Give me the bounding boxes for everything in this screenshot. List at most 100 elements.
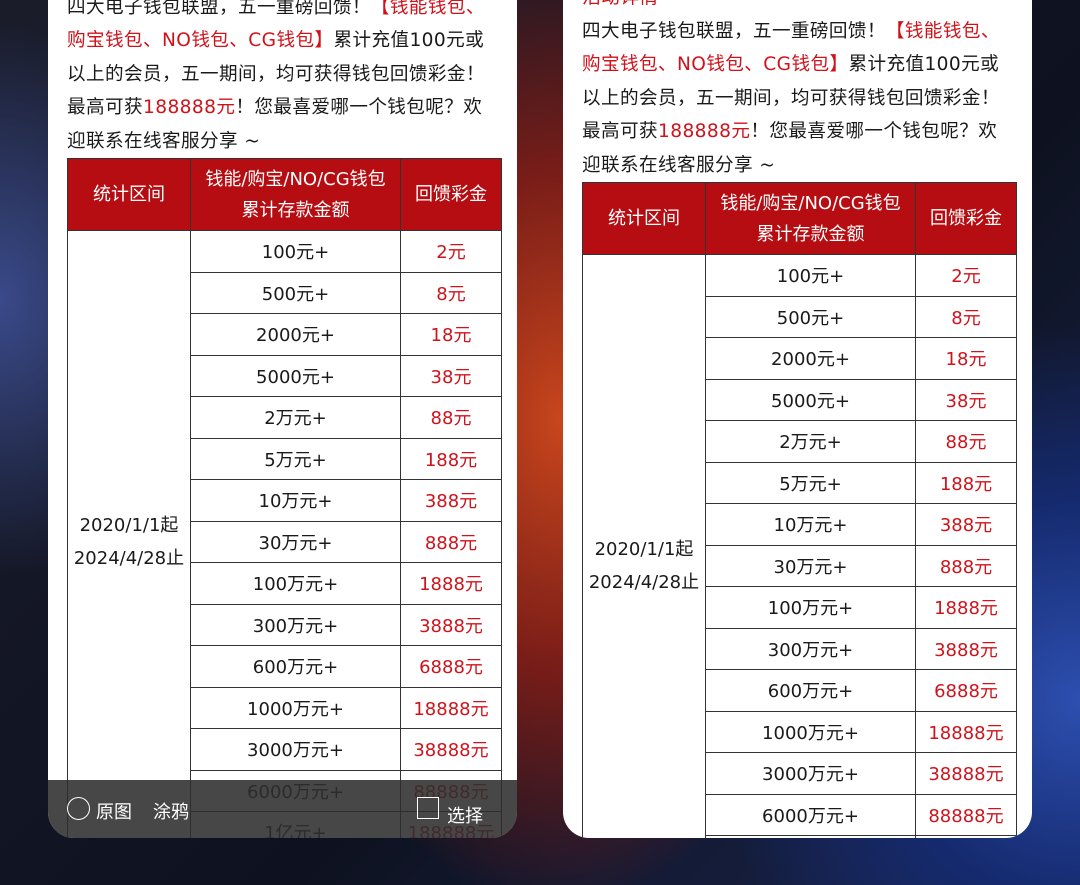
deposit-cell: 5000元+ <box>190 354 401 397</box>
table-row: 300万元+ 3888元 <box>583 627 1017 670</box>
intro-segment: 【钱能钱包、购宝钱包、NO钱包、CG钱包】 <box>582 20 1000 76</box>
table-row: 10万元+ 388元 <box>583 503 1017 546</box>
deposit-cell: 3000万元+ <box>190 728 401 771</box>
period-line: 2020/1/1起 <box>79 514 179 536</box>
period-line: 2024/4/28止 <box>588 571 700 593</box>
section-title: 活动详情 <box>582 0 1015 15</box>
deposit-cell: 5万元+ <box>705 461 916 504</box>
bonus-cell: 888元 <box>915 544 1017 587</box>
select-button[interactable]: 选择 <box>447 806 483 827</box>
deposit-cell: 100元+ <box>705 254 916 297</box>
table-row: 5000元+ 38元 <box>68 354 502 397</box>
bonus-cell: 8元 <box>400 271 502 314</box>
header-cell: 回馈彩金 <box>915 182 1017 255</box>
period-line: 2020/1/1起 <box>594 538 694 560</box>
period-line: 2024/4/28止 <box>73 547 185 569</box>
table-row: 500元+ 8元 <box>583 295 1017 338</box>
bonus-cell: 3888元 <box>915 627 1017 670</box>
table-row: 300万元+ 3888元 <box>68 603 502 646</box>
header-cell: 钱能/购宝/NO/CG钱包 累计存款金额 <box>190 158 401 231</box>
bonus-cell: 18元 <box>400 313 502 356</box>
table-row: 1亿元+188888元 <box>583 835 1017 838</box>
intro-segment: 四大电子钱包联盟，五一重磅回馈！ <box>582 20 886 42</box>
deposit-cell: 100万元+ <box>705 586 916 629</box>
intro-text: 四大电子钱包联盟，五一重磅回馈！【钱能钱包、购宝钱包、NO钱包、CG钱包】累计充… <box>582 15 1015 183</box>
bonus-cell: 188888元 <box>915 835 1017 838</box>
radio[interactable] <box>67 797 90 820</box>
bonus-cell: 8元 <box>915 295 1017 338</box>
table-row: 5万元+ 188元 <box>68 437 502 480</box>
table-row: 10万元+ 388元 <box>68 479 502 522</box>
image-card[interactable]: 活动详情四大电子钱包联盟，五一重磅回馈！【钱能钱包、购宝钱包、NO钱包、CG钱包… <box>563 0 1032 838</box>
header-cell: 统计区间 <box>67 158 191 231</box>
deposit-cell: 3000万元+ <box>705 752 916 795</box>
table-row: 1000万元+ 18888元 <box>583 710 1017 753</box>
deposit-cell: 2万元+ <box>705 420 916 463</box>
intro-segment: 累计充值100元或以上的会员，五一期间，均可获得钱包回馈彩金！最高可获 <box>67 30 485 118</box>
intro-text: 四大电子钱包联盟，五一重磅回馈！【钱能钱包、购宝钱包、NO钱包、CG钱包】累计充… <box>67 0 500 158</box>
deposit-cell: 1亿元+ <box>705 835 916 838</box>
period-cell: 2020/1/1起 2024/4/28止 <box>67 230 191 838</box>
bonus-cell: 38元 <box>915 378 1017 421</box>
original-button[interactable]: 原图 <box>96 802 132 823</box>
deposit-cell: 1000万元+ <box>705 710 916 753</box>
reward-table: 统计区间 钱能/购宝/NO/CG钱包 累计存款金额 回馈彩金 2020/1/1起 2024… <box>582 182 1017 838</box>
header-row: 统计区间 钱能/购宝/NO/CG钱包 累计存款金额 回馈彩金 <box>67 158 502 231</box>
bonus-cell: 88元 <box>400 396 502 439</box>
bonus-cell: 88元 <box>915 420 1017 463</box>
bonus-cell: 38元 <box>400 354 502 397</box>
table-row: 600万元+ 6888元 <box>583 669 1017 712</box>
doodle-button[interactable]: 涂鸦 <box>153 802 189 823</box>
header-row: 统计区间 钱能/购宝/NO/CG钱包 累计存款金额 回馈彩金 <box>582 182 1017 255</box>
header-line: 累计存款金额 <box>241 199 350 221</box>
bonus-cell: 18元 <box>915 337 1017 380</box>
toolbar: 原图 涂鸦 选择 <box>48 780 517 838</box>
bonus-cell: 188元 <box>400 437 502 480</box>
reward-table: 统计区间 钱能/购宝/NO/CG钱包 累计存款金额 回馈彩金 2020/1/1起 2024… <box>67 158 502 838</box>
deposit-cell: 500元+ <box>190 271 401 314</box>
deposit-cell: 5000元+ <box>705 378 916 421</box>
header-line: 累计存款金额 <box>756 223 865 245</box>
table-row: 6000万元+88888元 <box>583 793 1017 836</box>
table-row: 2万元+ 88元 <box>583 420 1017 463</box>
period-cell: 2020/1/1起 2024/4/28止 <box>582 254 706 838</box>
deposit-cell: 30万元+ <box>705 544 916 587</box>
deposit-cell: 100元+ <box>190 230 401 273</box>
bonus-cell: 2元 <box>400 230 502 273</box>
header-line: 钱能/购宝/NO/CG钱包 <box>720 192 901 214</box>
checkbox[interactable] <box>417 797 439 819</box>
bonus-cell: 18888元 <box>400 686 502 729</box>
bonus-cell: 38888元 <box>400 728 502 771</box>
table-row: 30万元+ 888元 <box>583 544 1017 587</box>
table-row: 100万元+ 1888元 <box>583 586 1017 629</box>
deposit-cell: 30万元+ <box>190 520 401 563</box>
table-row: 2万元+ 88元 <box>68 396 502 439</box>
table-row: 100万元+ 1888元 <box>68 562 502 605</box>
table-row: 3000万元+ 38888元 <box>68 728 502 771</box>
header-line: 钱能/购宝/NO/CG钱包 <box>205 168 386 190</box>
deposit-cell: 2万元+ <box>190 396 401 439</box>
bonus-cell: 88888元 <box>915 793 1017 836</box>
deposit-cell: 5万元+ <box>190 437 401 480</box>
bonus-cell: 1888元 <box>400 562 502 605</box>
header-cell: 钱能/购宝/NO/CG钱包 累计存款金额 <box>705 182 916 255</box>
deposit-cell: 600万元+ <box>190 645 401 688</box>
intro-segment: 累计充值100元或以上的会员，五一期间，均可获得钱包回馈彩金！最高可获 <box>582 54 1000 142</box>
table-row: 5万元+ 188元 <box>583 461 1017 504</box>
intro-segment: 【钱能钱包、购宝钱包、NO钱包、CG钱包】 <box>67 0 485 51</box>
deposit-cell: 600万元+ <box>705 669 916 712</box>
deposit-cell: 500元+ <box>705 295 916 338</box>
intro-segment: 188888元 <box>657 121 751 142</box>
content: 活动详情四大电子钱包联盟，五一重磅回馈！【钱能钱包、购宝钱包、NO钱包、CG钱包… <box>67 0 502 838</box>
bonus-cell: 388元 <box>915 503 1017 546</box>
table-row: 2000元+ 18元 <box>68 313 502 356</box>
header-cell: 统计区间 <box>582 182 706 255</box>
deposit-cell: 2000元+ <box>705 337 916 380</box>
bonus-cell: 6888元 <box>915 669 1017 712</box>
bonus-cell: 1888元 <box>915 586 1017 629</box>
deposit-cell: 100万元+ <box>190 562 401 605</box>
table-row: 2020/1/1起 2024/4/28止 100元+ 2元 <box>582 254 1017 838</box>
image-card[interactable]: 活动详情四大电子钱包联盟，五一重磅回馈！【钱能钱包、购宝钱包、NO钱包、CG钱包… <box>48 0 517 838</box>
header-cell: 回馈彩金 <box>400 158 502 231</box>
intro-segment: 188888元 <box>142 97 236 118</box>
